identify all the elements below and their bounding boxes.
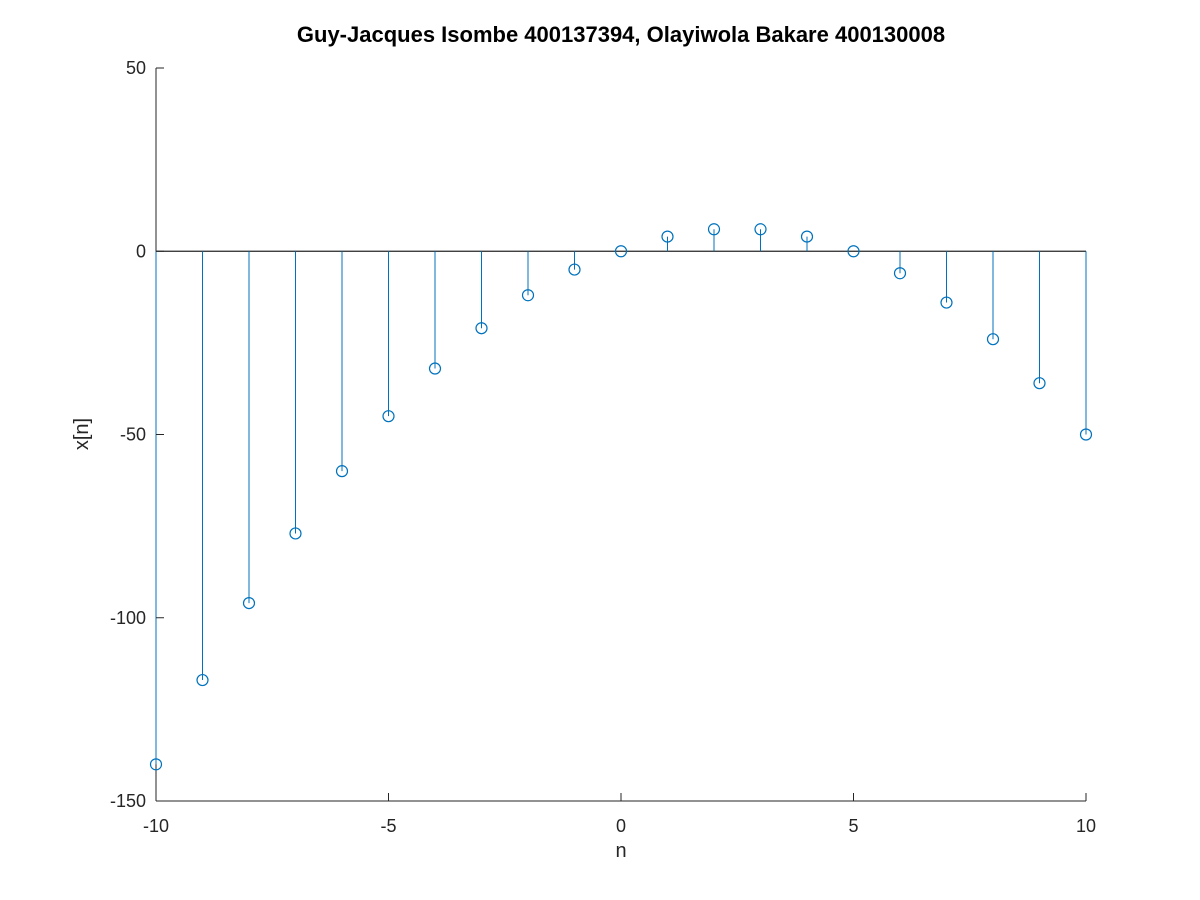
x-tick-label: -5: [380, 816, 396, 836]
stem-marker: [847, 245, 860, 258]
stem-marker: [149, 758, 163, 771]
ticks-group: [155, 67, 1087, 802]
stem-marker: [382, 410, 395, 423]
stem-marker: [986, 333, 1000, 346]
stem-marker: [1079, 428, 1093, 441]
x-tick-label: 0: [616, 816, 626, 836]
x-tick-label: 5: [848, 816, 858, 836]
stem-marker: [242, 596, 256, 610]
stem-marker: [475, 322, 488, 335]
y-tick-label: -150: [110, 791, 146, 811]
stems-group: [155, 229, 1087, 765]
stem-marker: [335, 465, 349, 478]
y-tick-label: -50: [120, 425, 146, 445]
stem-marker: [800, 230, 814, 243]
y-tick-label: -100: [110, 608, 146, 628]
stem-marker: [707, 223, 721, 236]
stem-marker: [196, 673, 209, 687]
y-tick-label: 50: [126, 58, 146, 78]
x-tick-label: -10: [143, 816, 169, 836]
y-axis-label: x[n]: [71, 418, 93, 450]
stem-marker: [289, 527, 302, 540]
stem-marker: [521, 289, 535, 302]
stem-marker: [893, 267, 907, 280]
y-tick-label: 0: [136, 241, 146, 261]
x-axis-label: n: [615, 840, 626, 862]
x-tick-label: 10: [1076, 816, 1096, 836]
stem-marker: [614, 245, 628, 258]
stem-marker: [1033, 377, 1046, 390]
stem-marker: [661, 230, 674, 243]
stem-marker: [754, 223, 767, 236]
markers-group: [149, 223, 1093, 771]
stem-marker: [428, 362, 442, 375]
stem-marker: [568, 263, 581, 276]
chart-title: Guy-Jacques Isombe 400137394, Olayiwola …: [297, 22, 945, 47]
stem-marker: [940, 296, 953, 309]
